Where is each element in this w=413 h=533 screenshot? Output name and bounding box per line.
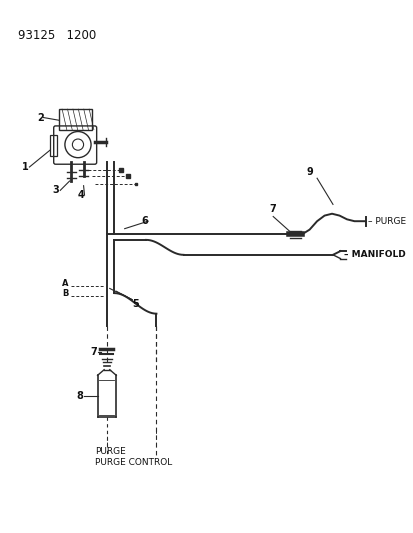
Text: PURGE: PURGE <box>95 447 125 456</box>
Text: 7: 7 <box>269 204 276 214</box>
Text: 5: 5 <box>132 300 139 309</box>
Text: – MANIFOLD: – MANIFOLD <box>343 251 405 260</box>
Text: 2: 2 <box>37 112 43 123</box>
Text: – PURGE: – PURGE <box>368 217 406 225</box>
Text: 8: 8 <box>76 391 83 401</box>
Text: A: A <box>62 279 69 288</box>
Text: 6: 6 <box>141 216 148 226</box>
Text: 4: 4 <box>78 190 85 200</box>
Text: B: B <box>62 289 69 298</box>
Text: 93125   1200: 93125 1200 <box>18 29 96 42</box>
Text: PURGE CONTROL: PURGE CONTROL <box>95 458 172 467</box>
Text: 9: 9 <box>306 167 312 177</box>
Bar <box>59 109 92 130</box>
Text: 1: 1 <box>22 162 28 172</box>
Text: 7: 7 <box>90 347 97 357</box>
Bar <box>50 135 57 156</box>
Text: 3: 3 <box>52 185 59 196</box>
